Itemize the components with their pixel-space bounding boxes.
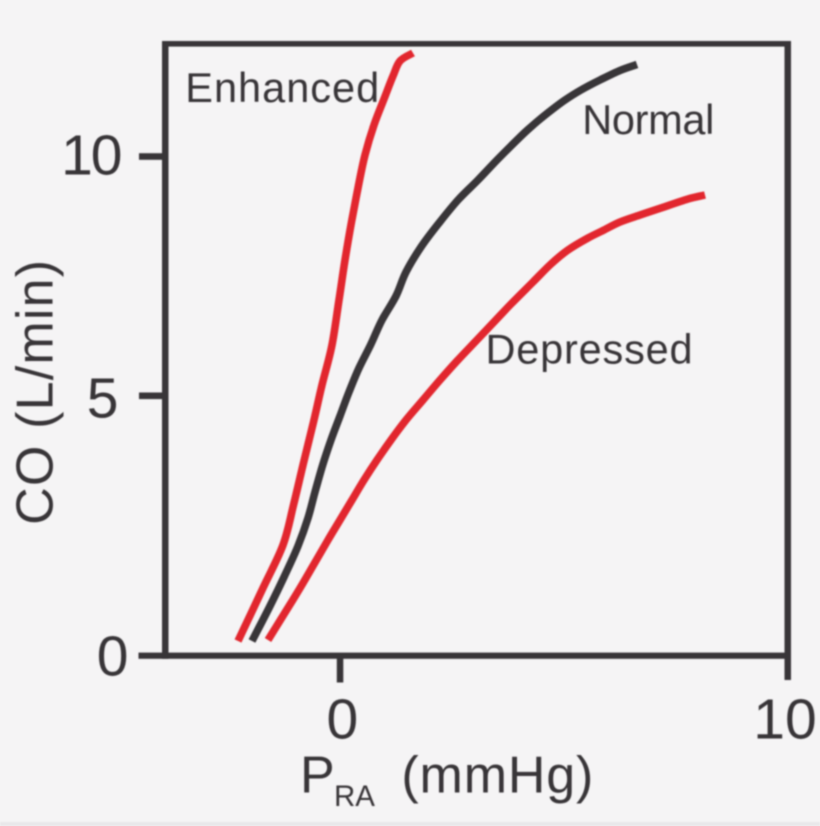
svg-text:Normal: Normal — [582, 96, 714, 143]
svg-text:P: P — [300, 746, 335, 804]
svg-text:0: 0 — [97, 624, 129, 688]
svg-text:Enhanced: Enhanced — [185, 64, 380, 111]
svg-text:0: 0 — [326, 688, 358, 752]
svg-text:RA: RA — [334, 780, 375, 813]
svg-text:(mmHg): (mmHg) — [401, 746, 594, 804]
svg-text:5: 5 — [87, 367, 119, 431]
svg-text:Depressed: Depressed — [486, 326, 694, 373]
svg-text:CO (L/min): CO (L/min) — [7, 259, 65, 525]
svg-text:10: 10 — [61, 124, 121, 188]
svg-text:10: 10 — [753, 688, 816, 752]
